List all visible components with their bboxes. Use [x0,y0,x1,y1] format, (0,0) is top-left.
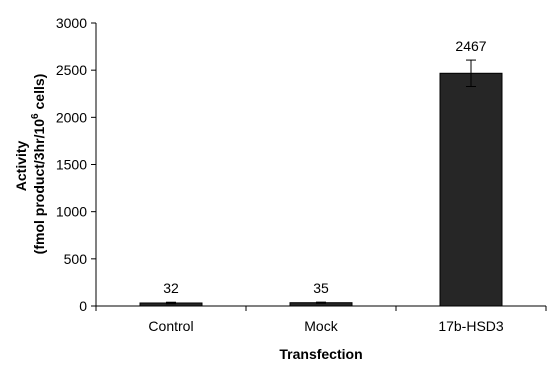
x-tick-label: Mock [304,318,338,334]
x-tick-label: 17b-HSD3 [438,318,504,334]
y-axis-title-prefix: (fmol product/3hr/10 [31,119,47,255]
y-axis-title-line1: Activity [13,140,29,191]
data-label: 2467 [455,38,486,54]
y-tick-label: 1500 [56,157,87,173]
x-axis-title: Transfection [279,346,362,362]
y-axis-title-suffix: cells) [31,74,47,114]
y-tick-label: 500 [64,251,88,267]
x-tick-label: Control [148,318,193,334]
bars-layer [139,59,503,307]
y-tick-label: 1000 [56,204,87,220]
y-axis-title-line2: (fmol product/3hr/106 cells) [30,74,47,255]
data-label: 35 [313,280,329,296]
y-axis-title-superscript: 6 [30,113,41,119]
y-ticks: 0 500 1000 1500 2000 2500 3000 [56,15,96,314]
data-labels: 32 35 2467 [163,38,487,296]
y-tick-label: 2500 [56,62,87,78]
y-tick-label: 3000 [56,15,87,31]
x-ticks: Control Mock 17b-HSD3 [95,306,547,334]
y-tick-label: 0 [79,298,87,314]
data-label: 32 [163,280,179,296]
bar-17b-hsd3 [439,72,503,307]
y-axis-title: Activity (fmol product/3hr/106 cells) [13,74,47,255]
y-tick-label: 2000 [56,109,87,125]
